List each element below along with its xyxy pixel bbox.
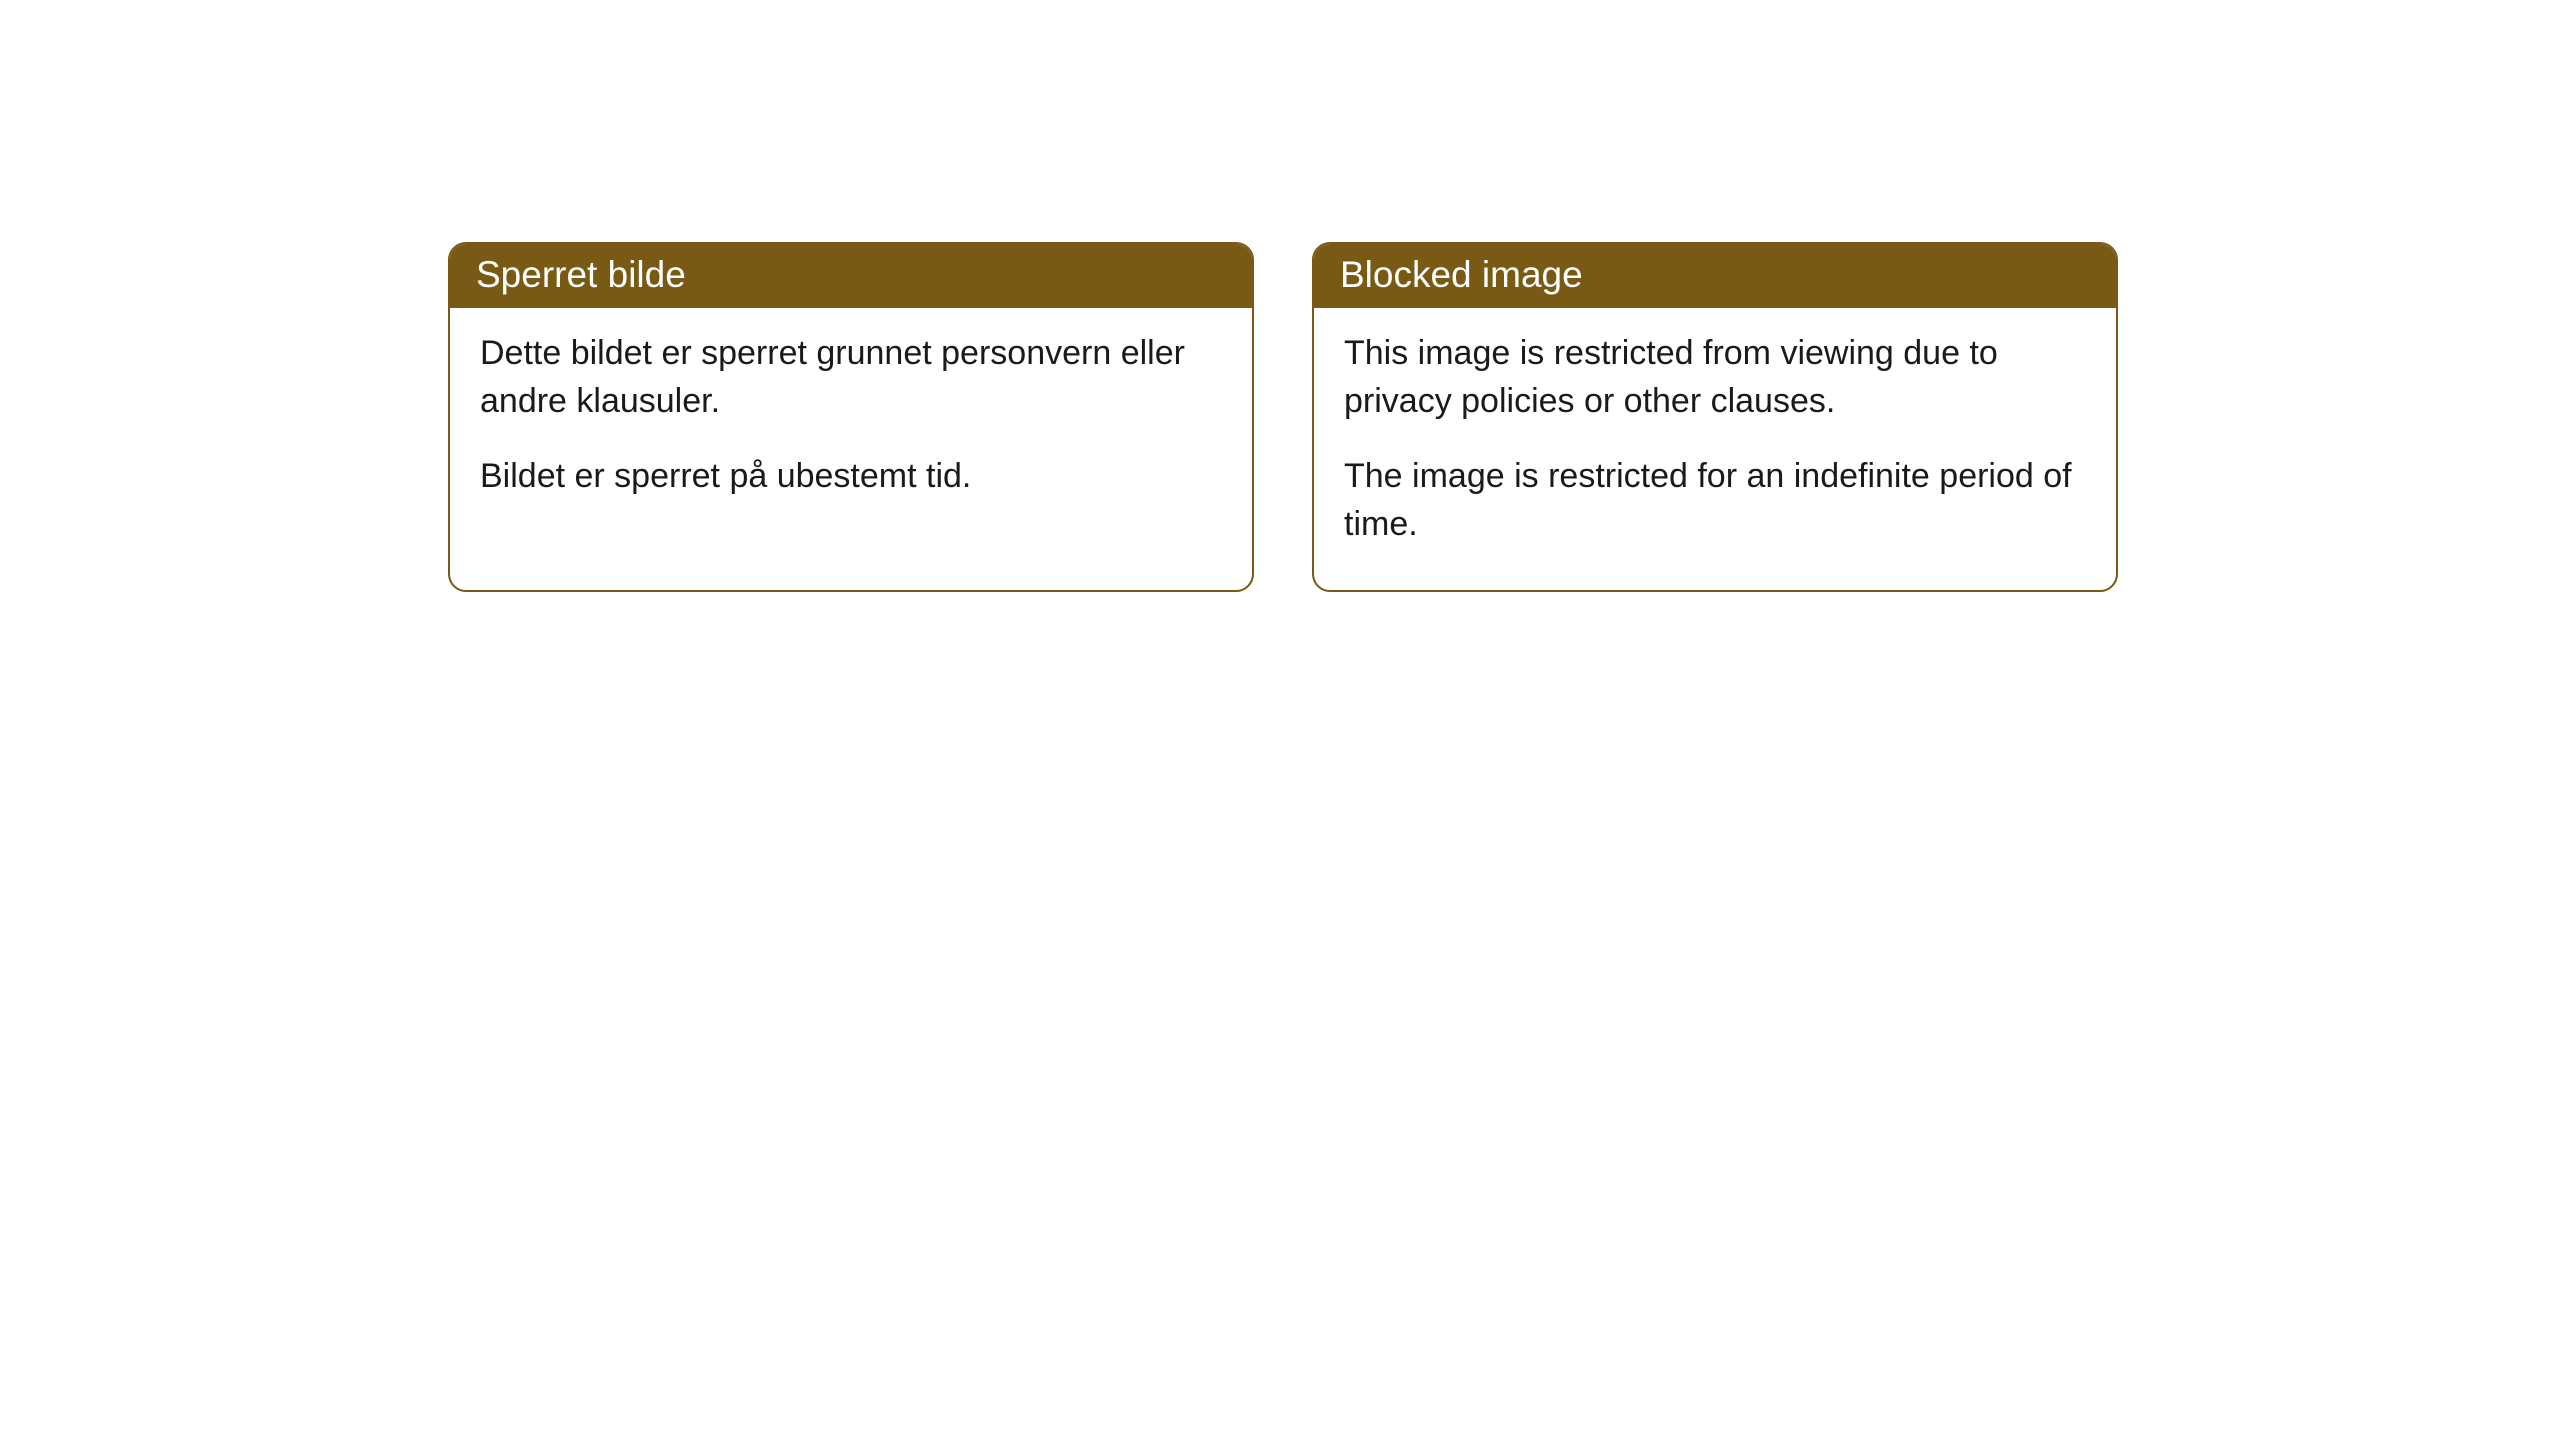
notice-body-norwegian: Dette bildet er sperret grunnet personve…	[450, 308, 1252, 543]
notice-paragraph-2: The image is restricted for an indefinit…	[1344, 453, 2086, 548]
notice-header-norwegian: Sperret bilde	[450, 244, 1252, 308]
notice-body-english: This image is restricted from viewing du…	[1314, 308, 2116, 590]
notice-header-english: Blocked image	[1314, 244, 2116, 308]
notice-paragraph-2: Bildet er sperret på ubestemt tid.	[480, 453, 1222, 501]
notice-paragraph-1: This image is restricted from viewing du…	[1344, 330, 2086, 425]
notice-paragraph-1: Dette bildet er sperret grunnet personve…	[480, 330, 1222, 425]
notice-container: Sperret bilde Dette bildet er sperret gr…	[0, 0, 2560, 592]
notice-card-norwegian: Sperret bilde Dette bildet er sperret gr…	[448, 242, 1254, 592]
notice-card-english: Blocked image This image is restricted f…	[1312, 242, 2118, 592]
